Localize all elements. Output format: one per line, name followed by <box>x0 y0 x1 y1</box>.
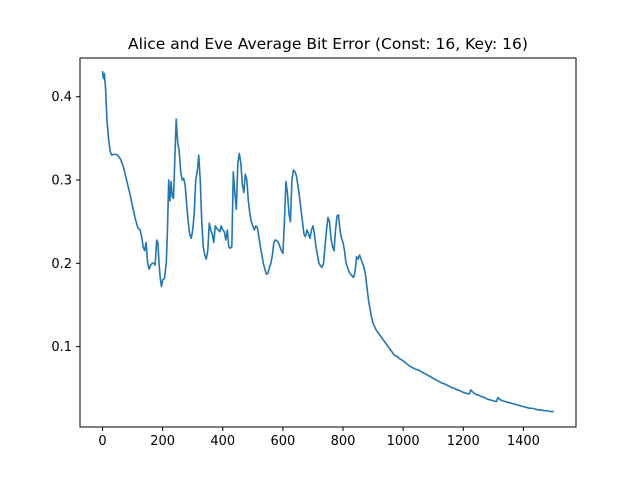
x-tick-label: 200 <box>150 434 175 449</box>
x-tick-label: 400 <box>210 434 235 449</box>
x-tick-label: 0 <box>98 434 106 449</box>
series-line-0 <box>101 70 554 413</box>
x-tick-label: 600 <box>270 434 295 449</box>
x-tick-label: 1000 <box>387 434 420 449</box>
x-axis-ticks: 0 200 400 600 800 1000 1200 1400 <box>98 427 540 449</box>
y-tick-label: 0.3 <box>51 174 72 189</box>
y-tick-label: 0.4 <box>51 90 72 105</box>
y-tick-label: 0.2 <box>51 257 72 272</box>
plot-frame <box>79 57 577 428</box>
chart-title: Alice and Eve Average Bit Error (Const: … <box>128 35 528 53</box>
series-layer <box>101 70 554 413</box>
y-axis-ticks: 0.1 0.2 0.3 0.4 <box>51 90 80 355</box>
y-tick-label: 0.1 <box>51 340 72 355</box>
x-tick-label: 1200 <box>447 434 480 449</box>
x-tick-label: 1400 <box>507 434 540 449</box>
x-tick-label: 800 <box>331 434 356 449</box>
